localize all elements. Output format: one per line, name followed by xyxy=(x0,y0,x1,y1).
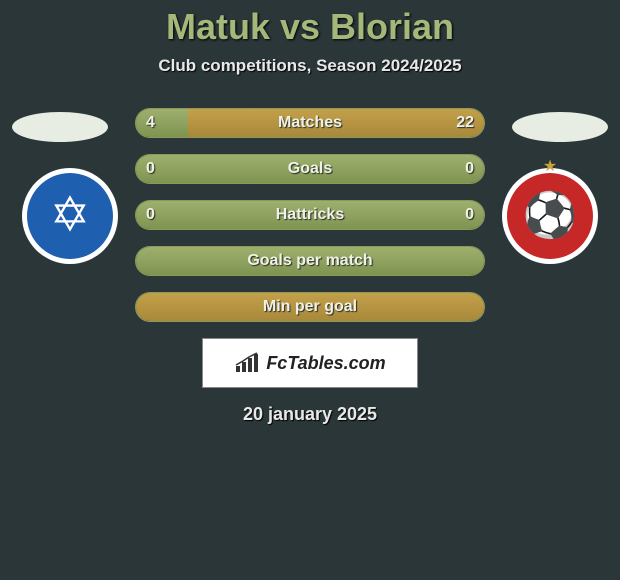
page-subtitle: Club competitions, Season 2024/2025 xyxy=(0,56,620,76)
fctables-text: FcTables.com xyxy=(266,353,385,374)
bar-hattricks-label: Hattricks xyxy=(136,201,484,229)
club-badge-right: ★ ⚽ xyxy=(502,168,598,264)
bar-min-per-goal: Min per goal xyxy=(135,292,485,322)
bar-goals: 0 Goals 0 xyxy=(135,154,485,184)
stat-bars: 4 Matches 22 0 Goals 0 0 Hattricks 0 Goa… xyxy=(135,108,485,322)
bar-hattricks: 0 Hattricks 0 xyxy=(135,200,485,230)
bar-matches: 4 Matches 22 xyxy=(135,108,485,138)
page-title: Matuk vs Blorian xyxy=(0,0,620,48)
bar-goals-label: Goals xyxy=(136,155,484,183)
left-ellipse xyxy=(12,112,108,142)
bar-goals-right-val: 0 xyxy=(465,155,474,183)
fctables-logo: FcTables.com xyxy=(202,338,418,388)
right-ellipse xyxy=(512,112,608,142)
star-icon: ✡ xyxy=(50,192,90,240)
club-badge-left: ✡ xyxy=(22,168,118,264)
bar-hattricks-right-val: 0 xyxy=(465,201,474,229)
star-icon: ★ xyxy=(543,156,557,176)
bar-gpm-label: Goals per match xyxy=(136,247,484,275)
chart-icon xyxy=(234,352,260,374)
ball-icon: ⚽ xyxy=(523,194,578,238)
bar-matches-right-val: 22 xyxy=(456,109,474,137)
bar-matches-label: Matches xyxy=(136,109,484,137)
date-label: 20 january 2025 xyxy=(0,404,620,425)
main-area: ✡ ★ ⚽ 4 Matches 22 0 Goals 0 0 Hattricks… xyxy=(0,108,620,425)
bar-mpg-label: Min per goal xyxy=(136,293,484,321)
bar-goals-per-match: Goals per match xyxy=(135,246,485,276)
